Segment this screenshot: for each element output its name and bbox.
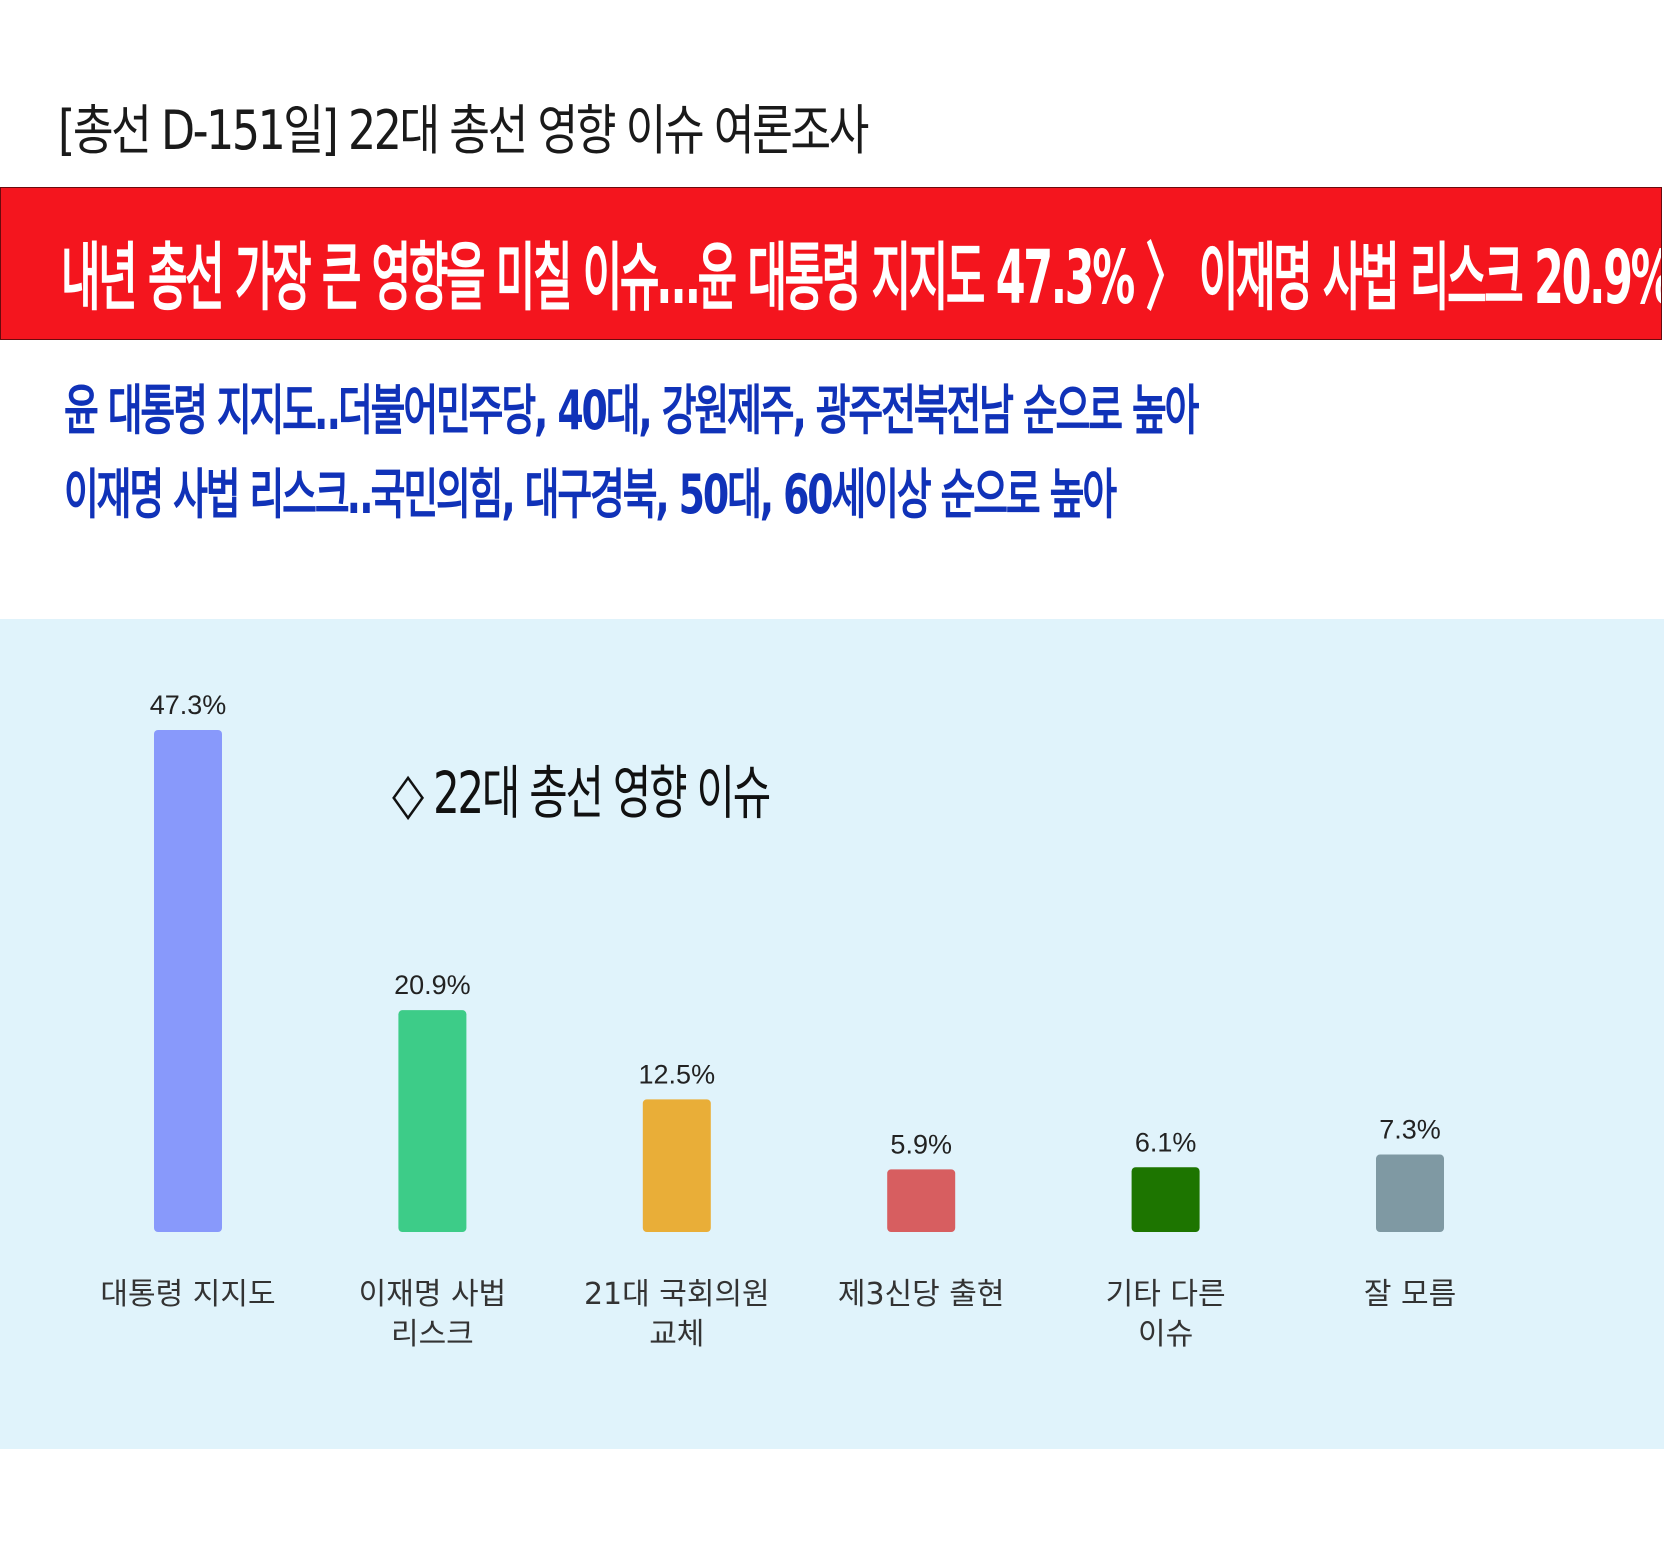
category-label-4-line-1: 이슈 bbox=[1138, 1317, 1193, 1352]
value-label-0: 47.3% bbox=[150, 690, 227, 720]
subheadline-1: 윤 대통령 지지도‥더불어민주당, 40대, 강원제주, 광주전북전남 순으로 … bbox=[64, 379, 1199, 442]
value-label-2: 12.5% bbox=[639, 1059, 716, 1089]
bar-1 bbox=[398, 1010, 467, 1232]
bar-3 bbox=[887, 1169, 956, 1232]
bar-2 bbox=[642, 1099, 711, 1232]
category-label-2-line-1: 교체 bbox=[649, 1317, 704, 1352]
value-label-4: 6.1% bbox=[1135, 1127, 1197, 1157]
value-label-1: 20.9% bbox=[394, 970, 471, 1000]
value-label-5: 7.3% bbox=[1379, 1115, 1441, 1145]
category-label-1-line-0: 이재명 사법 bbox=[359, 1277, 507, 1312]
bar-4 bbox=[1131, 1167, 1200, 1232]
value-label-3: 5.9% bbox=[890, 1129, 952, 1159]
headline-text: 내년 총선 가장 큰 영향을 미칠 이슈…윤 대통령 지지도 47.3% 〉 이… bbox=[61, 235, 1662, 321]
bar-5 bbox=[1376, 1154, 1444, 1232]
category-label-4-line-0: 기타 다른 bbox=[1106, 1277, 1226, 1312]
category-label-1-line-1: 리스크 bbox=[391, 1317, 474, 1352]
category-label-3: 제3신당 출현 bbox=[838, 1277, 1005, 1312]
category-label-5: 잘 모름 bbox=[1364, 1277, 1456, 1312]
chart-title: ◇ 22대 총선 영향 이슈 bbox=[392, 759, 771, 827]
category-label-2-line-0: 21대 국회의원 bbox=[584, 1277, 770, 1312]
bar-0 bbox=[154, 730, 222, 1232]
subheadline-2: 이재명 사법 리스크‥국민의힘, 대구경북, 50대, 60세이상 순으로 높아 bbox=[64, 463, 1117, 526]
page-title: [총선 D-151일] 22대 총선 영향 이슈 여론조사 bbox=[58, 99, 869, 162]
headline-banner: 내년 총선 가장 큰 영향을 미칠 이슈…윤 대통령 지지도 47.3% 〉 이… bbox=[0, 187, 1662, 340]
category-label-0: 대통령 지지도 bbox=[100, 1277, 275, 1312]
